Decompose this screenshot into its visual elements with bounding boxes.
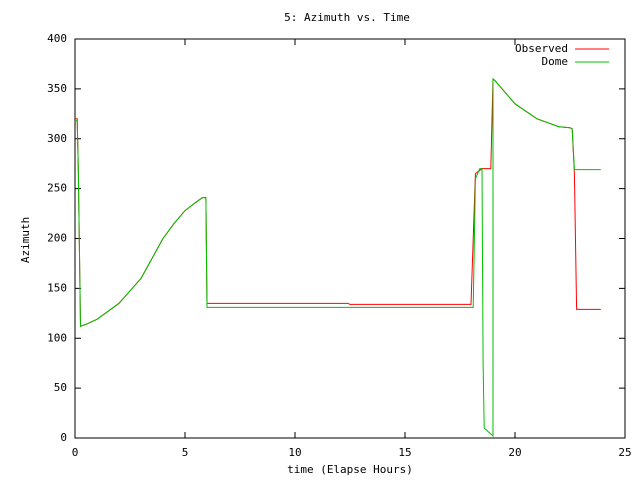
legend-label: Dome — [542, 55, 569, 68]
y-tick-label: 0 — [60, 431, 67, 444]
x-tick-label: 25 — [618, 446, 631, 459]
y-tick-label: 350 — [47, 82, 67, 95]
x-tick-label: 5 — [182, 446, 189, 459]
y-axis-label: Azimuth — [19, 217, 32, 263]
x-tick-label: 15 — [398, 446, 411, 459]
x-axis-label: time (Elapse Hours) — [287, 463, 413, 476]
y-tick-label: 100 — [47, 331, 67, 344]
x-tick-label: 10 — [288, 446, 301, 459]
series-line — [75, 77, 601, 438]
x-tick-label: 20 — [508, 446, 521, 459]
y-tick-label: 250 — [47, 182, 67, 195]
y-tick-label: 150 — [47, 281, 67, 294]
chart-title: 5: Azimuth vs. Time — [284, 11, 410, 24]
plot-frame — [74, 38, 626, 439]
y-tick-label: 50 — [54, 381, 67, 394]
y-tick-label: 400 — [47, 32, 67, 45]
legend-label: Observed — [515, 42, 568, 55]
y-tick-label: 200 — [47, 232, 67, 245]
series-line — [75, 77, 601, 327]
x-tick-label: 0 — [72, 446, 79, 459]
y-tick-label: 300 — [47, 132, 67, 145]
